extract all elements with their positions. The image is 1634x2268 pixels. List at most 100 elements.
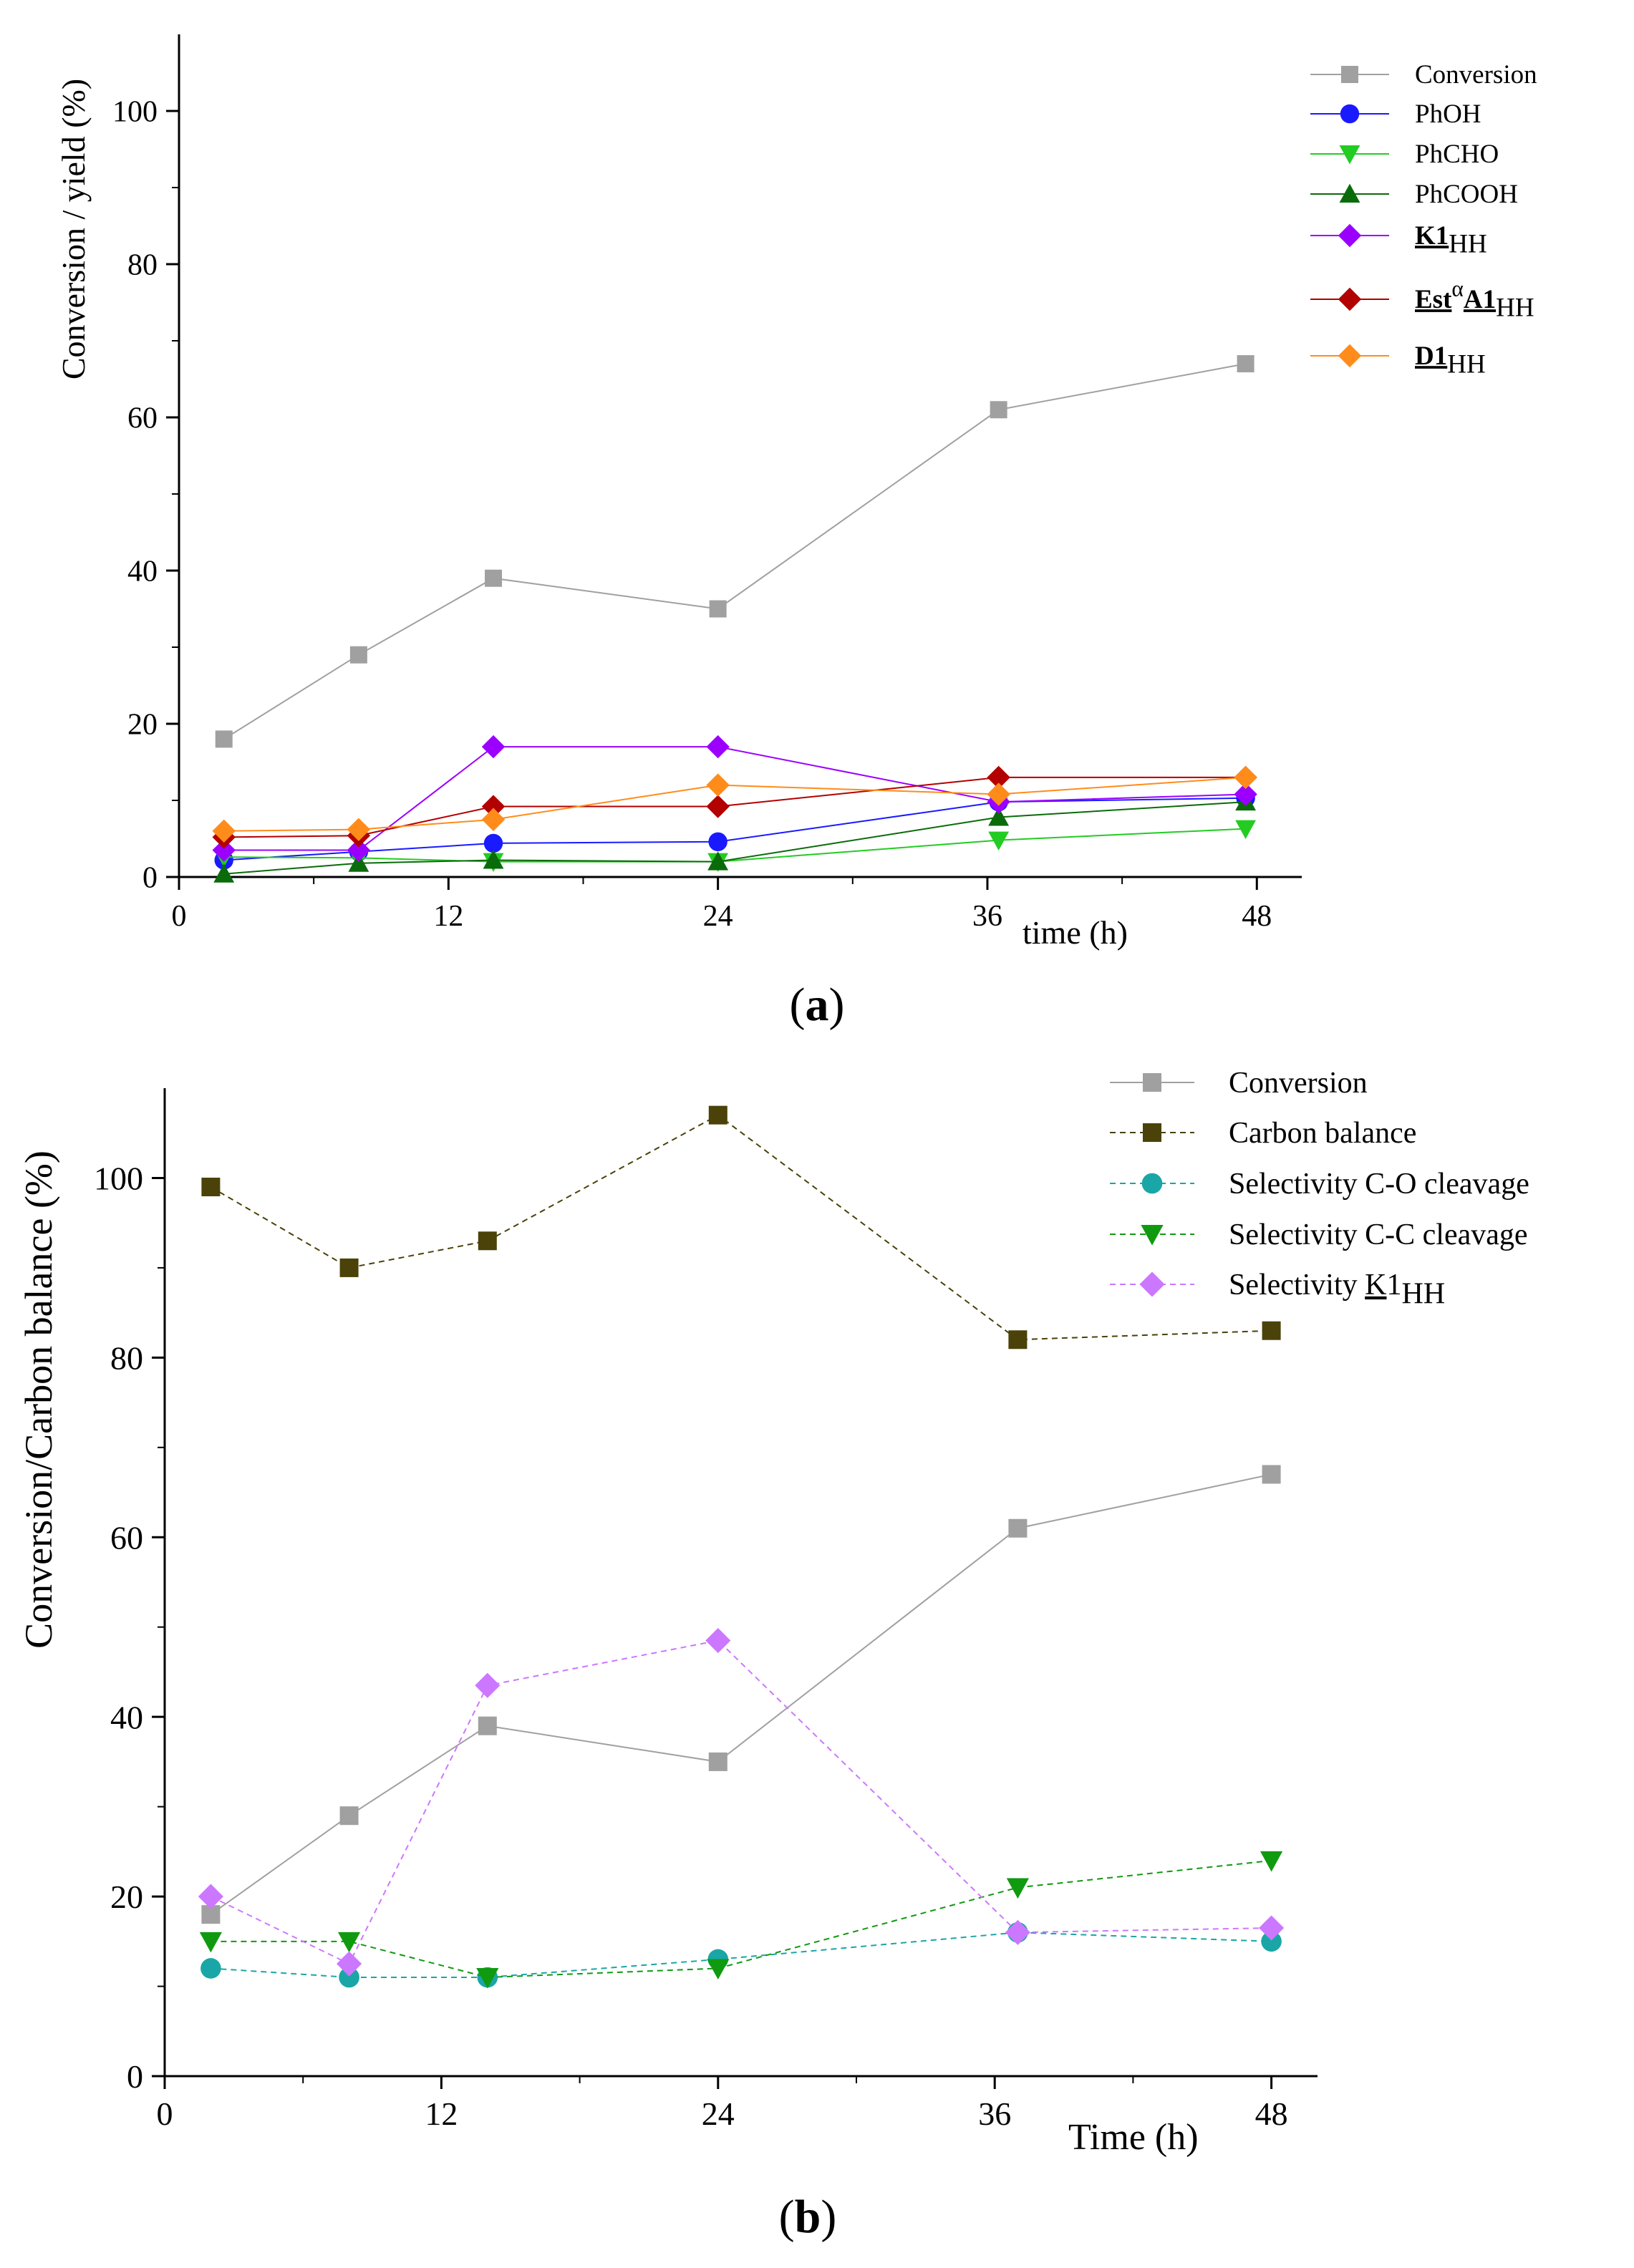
legend-text-main: Carbon balance	[1229, 1117, 1416, 1150]
panel-a-point-phcooh	[988, 807, 1010, 826]
panel-a-x-tick-label: 36	[972, 900, 1002, 933]
panel-a-legend-label: PhCOOH	[1415, 180, 1518, 209]
panel-a-point-k1hh	[1234, 782, 1257, 806]
panel-a-y-axis-label: Conversion / yield (%)	[55, 79, 92, 379]
panel-a-y-tick-label: 0	[142, 862, 158, 895]
panel-a-line-phcho	[223, 828, 1246, 863]
legend-text-superscript: α	[1451, 276, 1463, 301]
panel-a-point-conversion	[349, 646, 367, 664]
panel-b-legend-item-selectivity-c-c-cleavage: Selectivity C-C cleavage	[1110, 1218, 1528, 1251]
panel-a-legend: ConversionPhOHPhCHOPhCOOHK1HHEstαA1HHD1H…	[1310, 60, 1537, 379]
legend-text-main: Conversion	[1415, 60, 1537, 89]
panel-a-point-phcho	[988, 831, 1010, 851]
panel-b-point-selectivity-k1hh	[337, 1951, 362, 1977]
panel-b-point-selectivity-k1hh	[475, 1672, 501, 1698]
panel-a-y-tick-label: 40	[127, 556, 158, 588]
panel-b-point-conversion	[708, 1752, 727, 1771]
panel-a-legend-item-phcooh: PhCOOH	[1310, 180, 1518, 209]
panel-b-y-tick-label: 100	[94, 1160, 143, 1197]
panel-b-ticks	[152, 1176, 1273, 2089]
panel-a-legend-label: D1HH	[1415, 341, 1486, 379]
panel-b-caption-close: )	[821, 2191, 836, 2243]
panel-b-caption-letter: b	[795, 2191, 821, 2243]
panel-b-y-axis-label: Conversion/Carbon balance (%)	[17, 1150, 60, 1649]
panel-a-point-d1hh	[1234, 765, 1257, 790]
panel-a-x-tick-label: 24	[703, 900, 733, 933]
panel-b-tick-labels: 0 12 24 36 48 0 20 40 60 80 100	[94, 1160, 1288, 2132]
panel-a-point-k1hh	[347, 838, 371, 862]
panel-a-series-k1hh	[212, 735, 1257, 862]
panel-b-point-selectivity-c-c-cleavage	[1260, 1851, 1283, 1872]
panel-a-point-d1hh	[481, 808, 506, 831]
panel-a-legend-label: EstαA1HH	[1415, 276, 1534, 323]
panel-a-legend-item-est-a1hh: EstαA1HH	[1310, 276, 1534, 323]
panel-b-point-conversion	[339, 1806, 359, 1826]
panel-a-caption-letter: a	[806, 979, 829, 1031]
panel-a-series-phcho	[213, 820, 1256, 872]
panel-a-legend-marker	[1338, 223, 1362, 248]
panel-b-point-carbon-balance	[478, 1231, 497, 1251]
panel-a-legend-label: PhOH	[1415, 100, 1481, 129]
panel-b-line-carbon-balance	[210, 1114, 1272, 1341]
panel-a-point-phcooh	[483, 850, 504, 869]
panel-a-point-est-a1hh	[706, 795, 730, 818]
panel-b-point-selectivity-k1hh	[198, 1884, 223, 1909]
legend-text-main: PhOH	[1415, 100, 1481, 129]
panel-b-x-tick-label: 36	[978, 2095, 1011, 2132]
panel-b-point-selectivity-c-c-cleavage	[476, 1968, 499, 1989]
legend-text-subscript: HH	[1449, 229, 1486, 258]
panel-b-x-tick-label: 0	[157, 2095, 173, 2132]
panel-a-series-d1hh	[212, 765, 1257, 843]
legend-text-subscript: HH	[1496, 293, 1534, 322]
panel-a-point-k1hh	[481, 735, 506, 759]
legend-text-main: Selectivity C-C cleavage	[1229, 1218, 1528, 1251]
legend-text-rest: 1	[1386, 1269, 1401, 1302]
panel-a-x-axis-label: time (h)	[1023, 914, 1128, 951]
panel-a-line-k1hh	[223, 746, 1246, 851]
panel-b-point-carbon-balance	[708, 1105, 727, 1125]
panel-b-legend-marker	[1139, 1271, 1165, 1297]
panel-a-point-est-a1hh	[481, 795, 506, 818]
panel-b-legend-marker	[1141, 1173, 1163, 1194]
panel-a-series-est-a1hh	[212, 765, 1257, 849]
panel-a-point-d1hh	[212, 819, 236, 843]
panel-b-caption: (b)	[779, 2191, 837, 2243]
panel-b-point-selectivity-k1hh	[1259, 1915, 1285, 1941]
panel-b-x-tick-label: 48	[1255, 2095, 1288, 2132]
panel-b-point-selectivity-c-c-cleavage	[707, 1959, 730, 1980]
panel-b-y-tick-label: 0	[127, 2058, 143, 2095]
panel-b-point-selectivity-c-c-cleavage	[338, 1932, 361, 1953]
panel-b-y-tick-label: 80	[110, 1339, 143, 1376]
panel-a-legend-item-phoh: PhOH	[1310, 100, 1481, 129]
panel-a-point-conversion	[709, 600, 727, 618]
panel-b-x-tick-label: 12	[425, 2095, 458, 2132]
panel-a-point-phcho	[1235, 820, 1256, 839]
panel-a-legend-item-phcho: PhCHO	[1310, 140, 1499, 169]
panel-b-legend-label: Selectivity K1HH	[1229, 1269, 1445, 1311]
panel-b-legend-label: Conversion	[1229, 1067, 1368, 1100]
panel-b-point-conversion	[1262, 1465, 1281, 1484]
panel-a-caption-open: (	[790, 979, 806, 1031]
legend-text-main: PhCOOH	[1415, 180, 1518, 209]
panel-a-caption-close: )	[829, 979, 845, 1031]
panel-b-legend-label: Selectivity C-C cleavage	[1229, 1218, 1528, 1251]
panel-b-series-conversion	[201, 1465, 1281, 1924]
panel-b-legend-label: Selectivity C-O cleavage	[1229, 1168, 1529, 1201]
panel-a-y-tick-label: 80	[127, 249, 158, 282]
panel-b-point-carbon-balance	[339, 1258, 359, 1277]
panel-b-caption-open: (	[779, 2191, 795, 2243]
panel-a-caption: (a)	[790, 979, 845, 1031]
panel-b-chart: 0 12 24 36 48 0 20 40 60 80 100 Conversion Carbon b…	[17, 1067, 1529, 2158]
panel-b-y-tick-label: 60	[110, 1519, 143, 1556]
panel-b-point-conversion	[1008, 1518, 1028, 1538]
panel-a-legend-item-d1hh: D1HH	[1310, 341, 1486, 379]
panel-a-point-conversion	[215, 730, 233, 748]
panel-a-line-d1hh	[223, 776, 1246, 832]
panel-b-series-selectivity-k1hh	[198, 1627, 1285, 1977]
panel-b-point-selectivity-c-c-cleavage	[1006, 1878, 1029, 1899]
panel-b-legend-marker	[1143, 1073, 1161, 1092]
legend-text-main: K1	[1415, 221, 1449, 251]
panel-b-point-conversion	[478, 1716, 497, 1735]
panel-b-point-selectivity-c-o-cleavage	[1261, 1931, 1282, 1952]
panel-a-point-phoh	[483, 833, 503, 853]
